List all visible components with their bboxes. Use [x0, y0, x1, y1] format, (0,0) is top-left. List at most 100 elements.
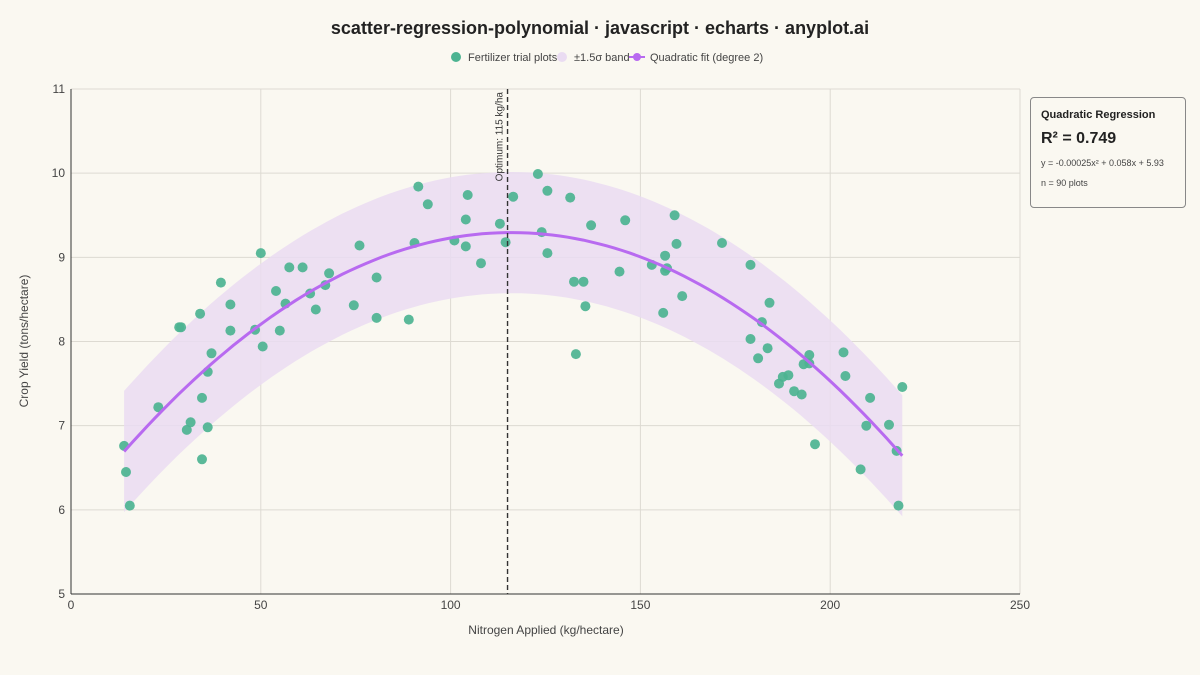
data-point [225, 325, 236, 336]
chart-title: scatter-regression-polynomial · javascri… [331, 18, 869, 38]
optimum-annotation: Optimum: 115 kg/ha [495, 89, 509, 594]
data-point [658, 307, 669, 318]
legend-fit-marker [633, 53, 641, 61]
data-point [310, 304, 321, 315]
data-point [570, 349, 581, 360]
y-axis-label: Crop Yield (tons/hectare) [17, 275, 31, 408]
legend-band-marker [557, 52, 567, 62]
y-tick-label: 6 [58, 503, 65, 517]
regression-equation: y = -0.00025x² + 0.058x + 5.93 [1041, 158, 1164, 168]
data-point [206, 348, 217, 359]
data-point [255, 248, 266, 259]
data-point [717, 238, 727, 248]
regression-stats-box: Quadratic Regression R² = 0.749 y = -0.0… [1030, 97, 1186, 208]
data-point [403, 314, 414, 325]
axes: 0 50 100 150 200 250 5 6 7 8 9 10 11 [52, 82, 1031, 612]
data-point [753, 353, 764, 364]
data-point [153, 402, 164, 413]
legend-points-marker [451, 52, 461, 62]
sample-count: n = 90 plots [1041, 178, 1088, 188]
data-point [764, 297, 775, 308]
data-point [838, 347, 849, 358]
data-point [274, 325, 285, 336]
data-point [354, 240, 365, 251]
data-point [500, 237, 511, 248]
data-point [124, 500, 135, 511]
data-point [677, 291, 688, 302]
data-point [578, 276, 589, 287]
data-point [620, 215, 631, 226]
data-point [185, 417, 196, 428]
data-point [121, 467, 131, 477]
legend[interactable]: Fertilizer trial plots ±1.5σ band Quadra… [451, 52, 763, 64]
data-point [195, 308, 206, 319]
y-tick-label: 10 [52, 166, 66, 180]
data-point [215, 277, 226, 288]
data-point [271, 286, 281, 296]
data-point [893, 500, 904, 511]
data-point [176, 322, 187, 333]
data-point [569, 276, 579, 287]
data-point [614, 266, 625, 277]
data-point [297, 262, 308, 273]
data-point [532, 169, 543, 179]
data-point [865, 392, 876, 403]
x-tick-label: 0 [68, 598, 75, 612]
legend-band-label: ±1.5σ band [574, 52, 630, 64]
y-tick-label: 11 [53, 82, 66, 96]
y-tick-label: 9 [58, 250, 65, 264]
data-point [202, 422, 213, 433]
data-point [840, 371, 851, 381]
data-point [586, 220, 597, 231]
data-point [348, 300, 359, 311]
data-point [460, 214, 471, 225]
x-tick-label: 250 [1010, 598, 1030, 612]
data-point [225, 299, 236, 310]
x-tick-label: 50 [254, 598, 268, 612]
data-point [565, 192, 576, 203]
data-point [284, 262, 295, 273]
y-tick-label: 7 [58, 419, 65, 433]
data-point [745, 334, 756, 344]
legend-points-label: Fertilizer trial plots [468, 52, 558, 64]
data-point [884, 419, 894, 430]
data-point [796, 389, 807, 400]
data-point [197, 454, 207, 465]
stats-heading: Quadratic Regression [1041, 109, 1156, 121]
x-axis-label: Nitrogen Applied (kg/hectare) [468, 623, 623, 637]
data-point [422, 199, 433, 210]
data-point [508, 191, 519, 202]
data-point [861, 420, 872, 431]
quadratic-fit-line [122, 231, 904, 457]
data-point [580, 301, 591, 312]
data-point [669, 210, 680, 221]
data-point [542, 185, 553, 196]
data-point [855, 464, 866, 475]
data-point [762, 343, 773, 354]
data-point [462, 190, 473, 200]
data-point [494, 218, 505, 229]
x-tick-label: 150 [630, 598, 650, 612]
optimum-label: Optimum: 115 kg/ha [495, 92, 506, 182]
data-point [542, 248, 553, 259]
data-point [476, 258, 486, 269]
data-point [371, 312, 382, 323]
data-point [371, 272, 382, 283]
data-point [257, 341, 268, 352]
scatter-points [119, 169, 908, 511]
data-point [897, 382, 908, 392]
data-point [181, 424, 192, 435]
data-point [660, 250, 671, 261]
data-point [197, 392, 207, 403]
y-tick-label: 5 [58, 587, 65, 601]
r-squared-value: R² = 0.749 [1041, 130, 1117, 147]
data-point [324, 268, 335, 279]
data-point [789, 386, 800, 397]
data-point [745, 259, 756, 270]
data-point [810, 439, 820, 450]
x-tick-label: 200 [820, 598, 840, 612]
data-point [413, 181, 424, 192]
data-point [460, 241, 471, 252]
data-point [671, 238, 682, 249]
